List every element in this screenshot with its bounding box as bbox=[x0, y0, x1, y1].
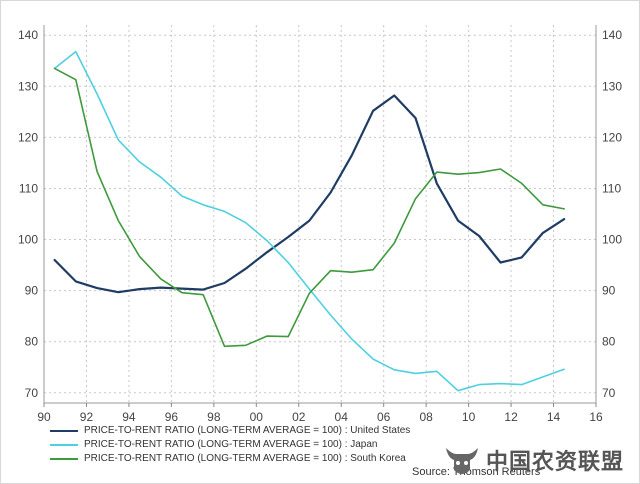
y-tick-label-right-70: 70 bbox=[602, 386, 616, 400]
legend: PRICE-TO-RENT RATIO (LONG-TERM AVERAGE =… bbox=[50, 424, 410, 466]
x-tick-label-10: 10 bbox=[462, 410, 476, 424]
x-tick-label-14: 14 bbox=[547, 410, 561, 424]
y-tick-label-left-70: 70 bbox=[25, 386, 39, 400]
grid-lines bbox=[44, 25, 596, 403]
y-tick-label-right-110: 110 bbox=[602, 181, 621, 195]
x-tick-label-92: 92 bbox=[80, 410, 94, 424]
legend-label-japan: PRICE-TO-RENT RATIO (LONG-TERM AVERAGE =… bbox=[84, 439, 378, 450]
x-tick-label-06: 06 bbox=[377, 410, 391, 424]
bull-logo-icon bbox=[446, 448, 478, 474]
legend-swatch-south-korea bbox=[50, 458, 78, 460]
series-line-united-states bbox=[53, 94, 566, 294]
legend-label-united-states: PRICE-TO-RENT RATIO (LONG-TERM AVERAGE =… bbox=[84, 425, 411, 436]
x-tick-label-94: 94 bbox=[122, 410, 136, 424]
x-tick-label-98: 98 bbox=[207, 410, 221, 424]
y-tick-label-left-130: 130 bbox=[18, 79, 38, 93]
y-tick-label-right-140: 140 bbox=[602, 28, 622, 42]
watermark-logo-text: 中国农资联盟 bbox=[486, 450, 625, 475]
x-tick-label-90: 90 bbox=[37, 410, 51, 424]
axes bbox=[43, 25, 597, 404]
y-tick-label-left-100: 100 bbox=[18, 233, 38, 247]
x-tick-label-04: 04 bbox=[335, 410, 349, 424]
series-line-south-korea bbox=[53, 67, 566, 348]
x-tick-label-00: 00 bbox=[250, 410, 264, 424]
y-tick-label-right-130: 130 bbox=[602, 79, 622, 93]
legend-item-japan: PRICE-TO-RENT RATIO (LONG-TERM AVERAGE =… bbox=[50, 438, 410, 452]
legend-swatch-japan bbox=[50, 444, 78, 446]
y-tick-label-left-80: 80 bbox=[25, 335, 39, 349]
y-tick-label-right-80: 80 bbox=[602, 335, 616, 349]
x-axis-ticks: 90 92 94 96 98 00 02 04 06 08 10 12 14 16 bbox=[37, 403, 603, 424]
legend-item-united-states: PRICE-TO-RENT RATIO (LONG-TERM AVERAGE =… bbox=[50, 424, 410, 438]
series-group bbox=[53, 50, 566, 392]
plot-area bbox=[44, 25, 596, 403]
y-axis-left-ticks: 70 80 90 100 110 120 130 140 bbox=[18, 28, 38, 400]
y-tick-label-left-140: 140 bbox=[18, 28, 38, 42]
legend-item-south-korea: PRICE-TO-RENT RATIO (LONG-TERM AVERAGE =… bbox=[50, 452, 410, 466]
legend-swatch-united-states bbox=[50, 430, 78, 432]
y-tick-label-left-90: 90 bbox=[25, 284, 39, 298]
x-tick-label-12: 12 bbox=[504, 410, 518, 424]
x-tick-label-08: 08 bbox=[419, 410, 433, 424]
watermark-logo: 中国农资联盟 bbox=[442, 440, 624, 480]
y-tick-label-right-120: 120 bbox=[602, 130, 622, 144]
y-tick-label-left-110: 110 bbox=[19, 181, 38, 195]
x-tick-label-96: 96 bbox=[165, 410, 179, 424]
legend-label-south-korea: PRICE-TO-RENT RATIO (LONG-TERM AVERAGE =… bbox=[84, 453, 406, 464]
x-tick-label-02: 02 bbox=[292, 410, 306, 424]
x-tick-label-16: 16 bbox=[589, 410, 603, 424]
y-tick-label-right-100: 100 bbox=[602, 233, 622, 247]
y-axis-right-ticks: 70 80 90 100 110 120 130 140 bbox=[602, 28, 622, 400]
y-tick-label-left-120: 120 bbox=[18, 130, 38, 144]
y-tick-label-right-90: 90 bbox=[602, 284, 616, 298]
source-note: Source: Thomson Reuters bbox=[412, 466, 541, 478]
series-line-japan bbox=[53, 50, 566, 392]
